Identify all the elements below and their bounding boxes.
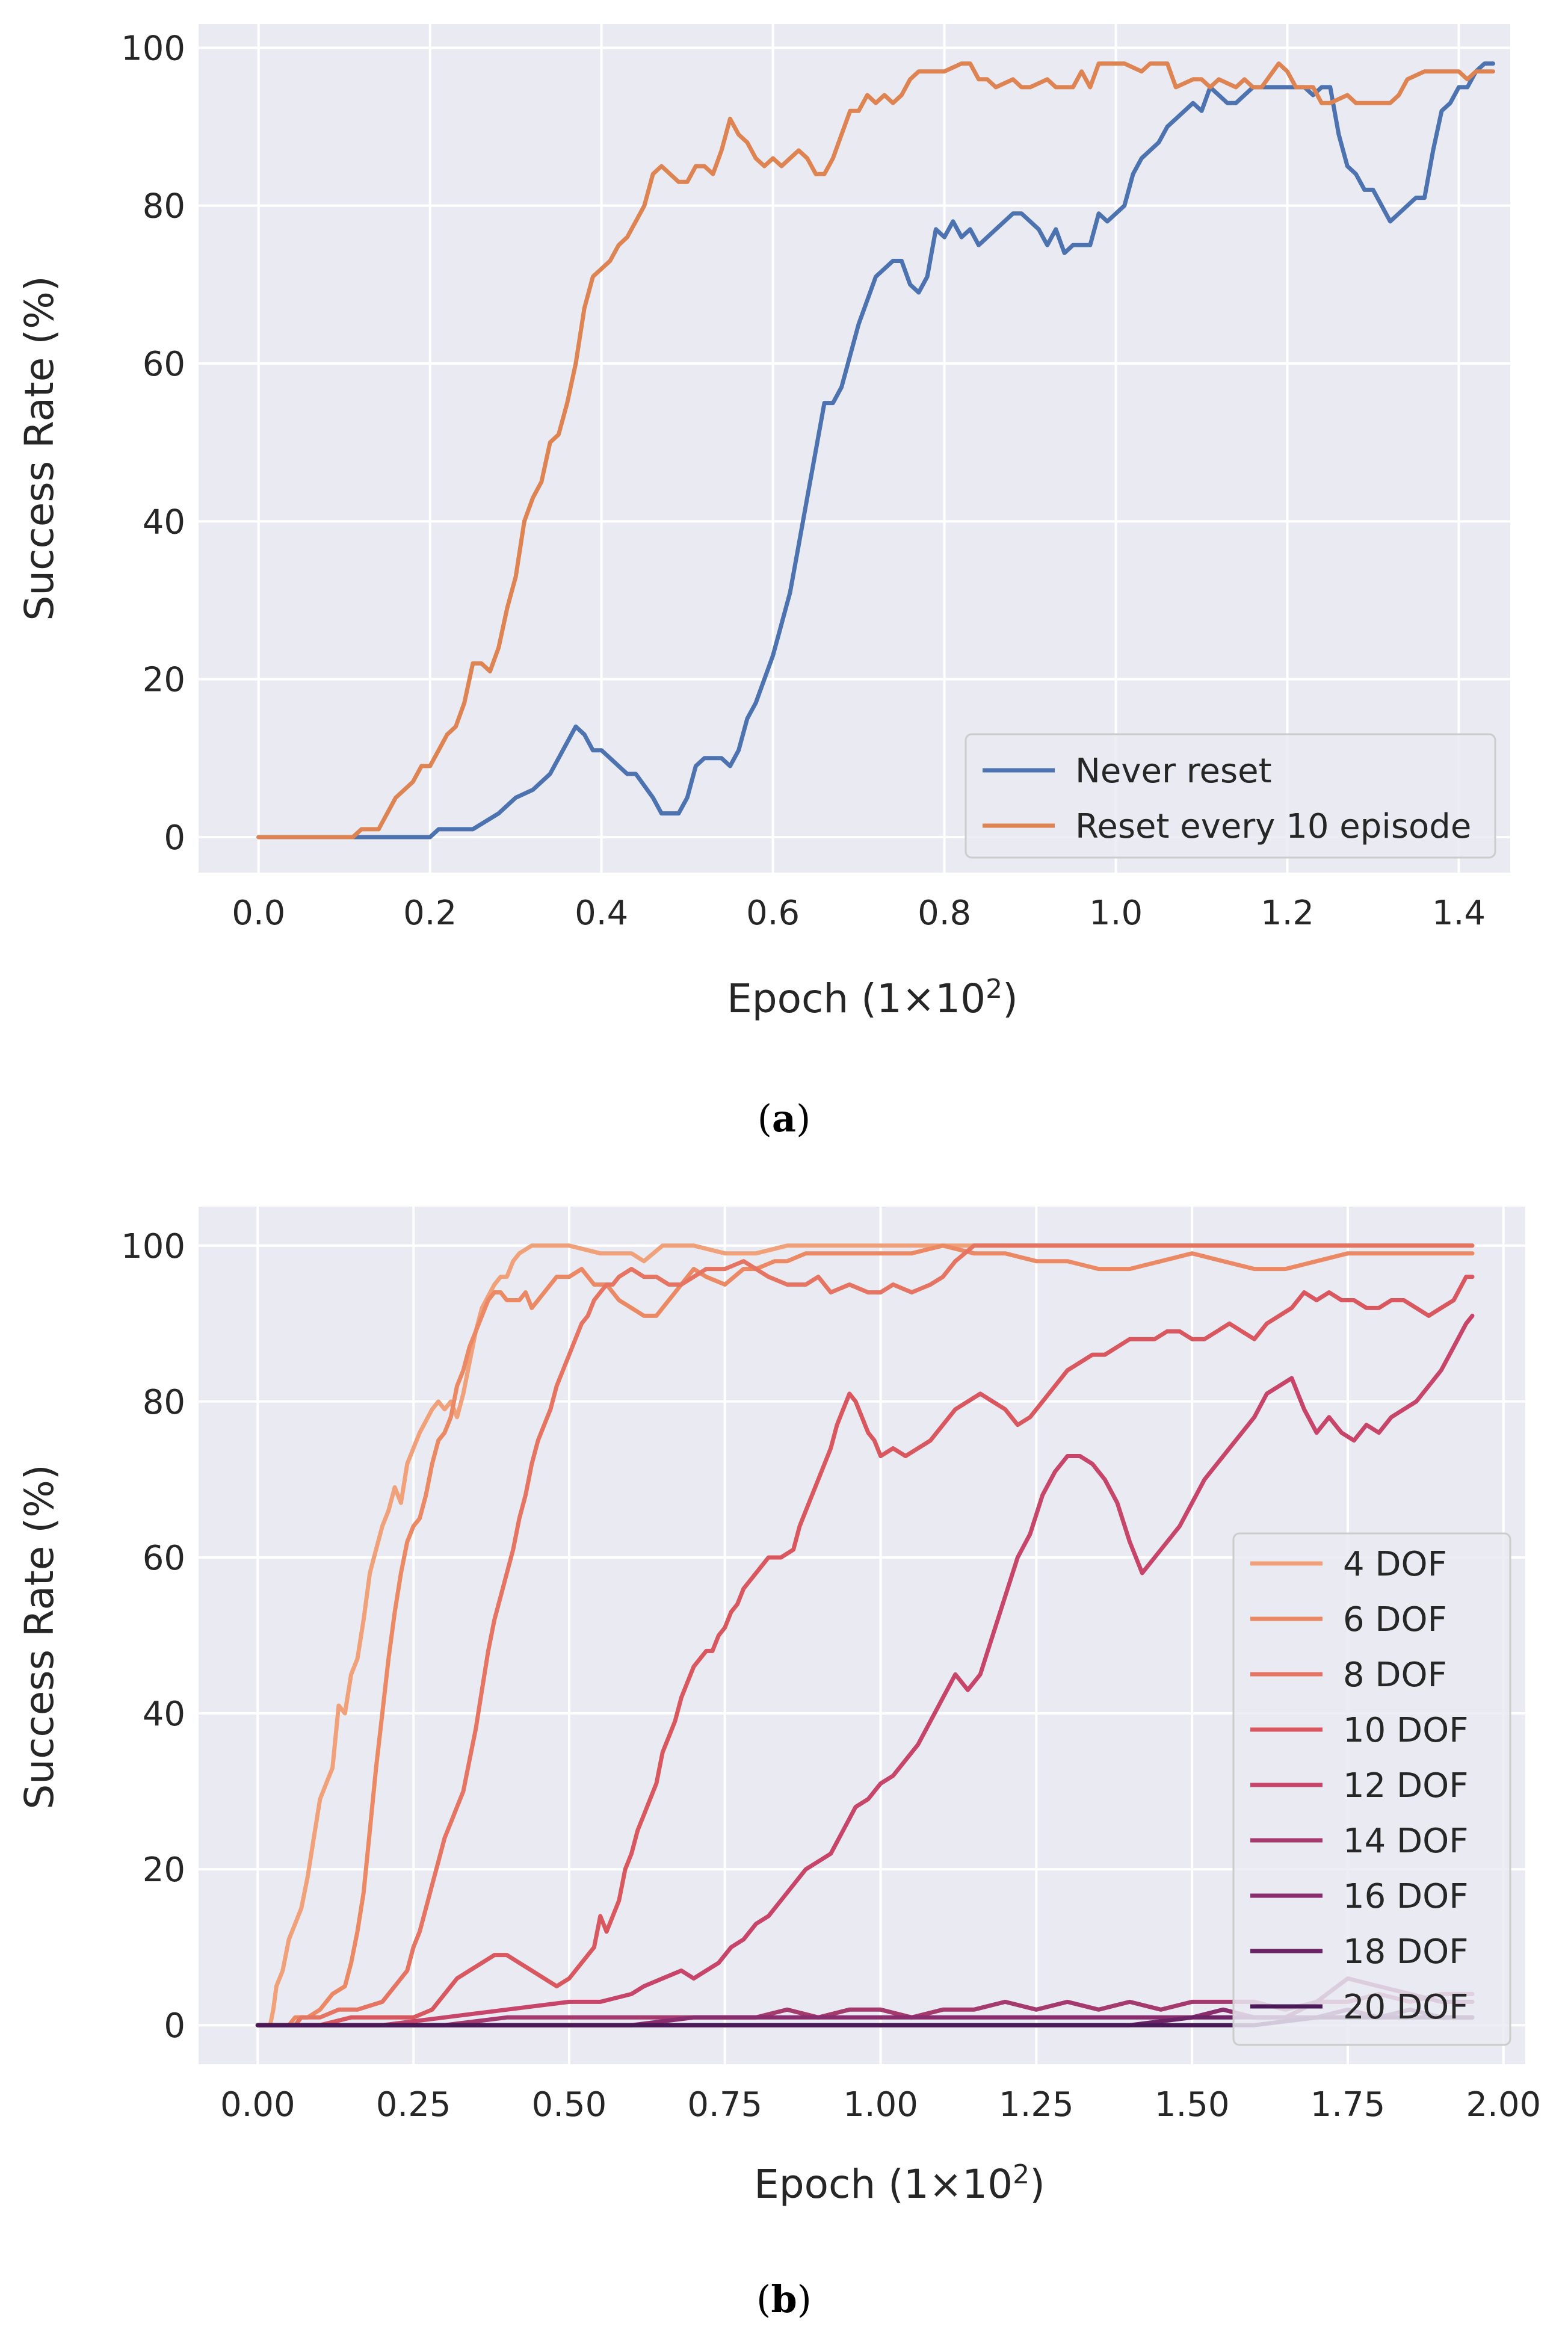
panel-b-series-line-12-dof [255,1313,1475,2027]
panel-b-y-tick-label: 20 [143,1851,185,1890]
panel-b-y-axis-label: Success Rate (%) [16,1464,63,1809]
panel-b-legend-label-14-dof: 14 DOF [1343,1822,1468,1861]
panel-b-x-tick-label: 0.75 [687,2085,762,2124]
panel-b-legend: 4 DOF 6 DOF 8 DOF 10 DOF 12 DOF 14 DOF 16 DOF 1… [1232,1532,1511,2046]
panel-a-x-tick-label: 0.2 [403,894,457,933]
panel-a-y-tick-label: 20 [143,661,185,700]
panel-b-x-axis-label: Epoch (1×102) [754,2159,1045,2207]
panel-a-y-axis-label: Success Rate (%) [16,276,63,620]
panel-b-x-tick-label: 1.50 [1155,2085,1230,2124]
panel-a-x-tick-label: 0.6 [746,894,800,933]
panel-b-y-tick-label: 80 [143,1383,185,1422]
panel-a-caption: (a) [758,1096,811,1140]
panel-b-x-tick-label: 0.50 [532,2085,607,2124]
panel-b-x-tick-label: 1.75 [1310,2085,1386,2124]
panel-a-legend-label-never-reset: Never reset [1075,752,1272,791]
panel-a-series [256,61,1495,840]
panel-a-x-tick-label: 1.4 [1432,894,1486,933]
panel-b-y-ticks: 0 20 40 60 80 100 [121,1227,185,2046]
panel-a-y-ticks: 0 20 40 60 80 100 [121,29,185,858]
panel-b-legend-label-4-dof: 4 DOF [1343,1545,1447,1584]
panel-a-x-tick-label: 0.8 [918,894,971,933]
panel-b-x-tick-label: 0.00 [220,2085,295,2124]
panel-b-y-tick-label: 60 [143,1539,185,1578]
panel-a-series-line-reset-every-10-episode [256,61,1495,840]
panel-b-x-tick-label: 2.00 [1466,2085,1541,2124]
panel-b-caption-letter: b [771,2277,797,2321]
panel-a-chart: 0 20 40 60 80 100 0.0 0.2 0.4 0.6 0.8 1.0 1.2 1.4 Su… [16,24,1510,1140]
panel-b-x-ticks: 0.00 0.25 0.50 0.75 1.00 1.25 1.50 1.75 2.00 [220,2085,1541,2124]
panel-b-series-line-10-dof [255,1275,1475,2027]
panel-b-legend-label-20-dof: 20 DOF [1343,1988,1468,2027]
panel-b-chart: 0 20 40 60 80 100 0.00 0.25 0.50 0.75 1.00 1.25 1.5… [16,1207,1541,2321]
panel-b-series-line-4-dof [255,1243,1475,2027]
panel-a-y-tick-label: 80 [143,187,185,226]
panel-a-legend-box [965,733,1496,859]
panel-b-series-line-6-dof [255,1243,1475,2027]
panel-a-y-tick-label: 0 [164,818,185,858]
panel-a-caption-letter: a [772,1096,796,1140]
panel-a-x-tick-label: 1.0 [1089,894,1143,933]
panel-a-series-line-never-reset [256,61,1495,840]
panel-a-y-tick-label: 40 [143,503,185,542]
panel-b-legend-label-8-dof: 8 DOF [1343,1656,1447,1695]
panel-b-y-tick-label: 40 [143,1695,185,1734]
panel-b-caption: (b) [756,2277,812,2321]
panel-b-x-axis-label-exponent: 2 [1013,2159,1029,2190]
panel-b-x-tick-label: 0.25 [376,2085,451,2124]
panel-b-legend-label-16-dof: 16 DOF [1343,1877,1468,1916]
panel-b-legend-label-18-dof: 18 DOF [1343,1932,1468,1972]
panel-b-x-axis-label-close: ) [1029,2161,1045,2207]
panel-a-legend: Never reset Reset every 10 episode [965,733,1496,859]
panel-b-series-line-8-dof [255,1243,1475,2027]
panel-a-y-tick-label: 100 [121,29,185,68]
panel-a-legend-label-reset-every-10-episode: Reset every 10 episode [1075,807,1471,846]
panel-a-x-tick-label: 0.4 [575,894,628,933]
panel-a-x-axis-label-close: ) [1002,976,1018,1022]
panel-b-y-tick-label: 100 [121,1227,185,1266]
panel-b-y-tick-label: 0 [164,2006,185,2046]
panel-b-x-axis-label-main: Epoch (1×10 [754,2161,1013,2207]
panel-a-grid [199,24,1510,873]
panel-a-x-axis-label-exponent: 2 [986,974,1002,1004]
panel-b-legend-label-12-dof: 12 DOF [1343,1766,1468,1805]
panel-a-x-axis-label: Epoch (1×102) [727,974,1018,1022]
panel-b-legend-box [1232,1532,1511,2046]
panel-b-legend-label-6-dof: 6 DOF [1343,1600,1447,1639]
panel-a-x-tick-label: 1.2 [1261,894,1314,933]
panel-b-x-tick-label: 1.25 [999,2085,1074,2124]
panel-a-x-tick-label: 0.0 [232,894,285,933]
panel-a-plot-area [199,24,1510,873]
panel-b-x-tick-label: 1.00 [843,2085,918,2124]
panel-a-x-ticks: 0.0 0.2 0.4 0.6 0.8 1.0 1.2 1.4 [232,894,1486,933]
panel-a-x-axis-label-main: Epoch (1×10 [727,976,986,1022]
panel-a-y-tick-label: 60 [143,345,185,384]
panel-b-legend-label-10-dof: 10 DOF [1343,1711,1468,1750]
